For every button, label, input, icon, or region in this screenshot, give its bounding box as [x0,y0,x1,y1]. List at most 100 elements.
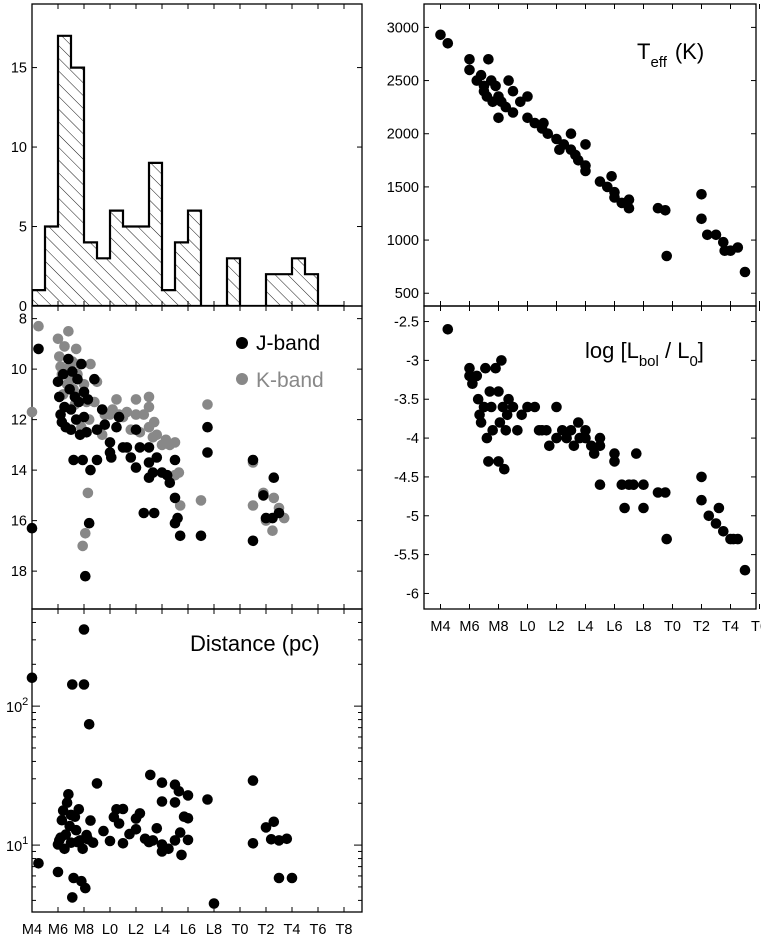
histogram-layer [32,34,344,306]
lbol-xtick-label: M6 [459,619,479,635]
distance-point [156,796,168,807]
teff-point [503,75,514,86]
legend-j-marker [236,337,248,349]
lbol-point [544,440,555,452]
distance-point [169,835,181,846]
teff-point [435,29,446,41]
j-band-point [54,391,65,403]
j-band-point [273,507,285,519]
lbol-point [512,425,523,436]
j-band-point [121,442,133,453]
lbol-point [557,425,568,436]
teff-panel [423,3,757,307]
distance-point [173,786,185,797]
lbol-title: log [Lbol / L0] [585,338,704,370]
dist-ytick-label: 101 [6,835,28,855]
dist-ytick-label: 102 [6,696,28,716]
distance-point [87,837,99,848]
lbol-title-sub: bol [639,353,659,370]
lbol-point [500,425,512,436]
lbol-ytick-label: -5.5 [394,548,419,564]
distance-point [80,882,91,894]
lbol-ytick-label: -3 [406,353,419,369]
teff-point [522,112,533,124]
lbol-xtick-label: L8 [635,619,651,635]
k-band-point [267,525,278,536]
lbol-point [501,409,513,421]
teff-point [507,85,519,97]
teff-point [696,189,707,200]
teff-point [490,80,501,92]
k-band-point [80,528,91,539]
lbol-xtick-label: L6 [606,619,622,635]
teff-ytick-label: 1000 [387,233,419,249]
lbol-point [497,401,509,413]
distance-point [145,769,156,781]
distance-point [273,872,285,884]
j-band-point [76,358,87,370]
lbol-layer [442,324,751,576]
lbol-point [594,432,606,444]
j-band-point [63,353,74,365]
j-band-point [174,530,186,542]
lbol-point [696,471,707,483]
distance-point [67,892,78,903]
j-band-point [147,467,159,478]
dist-xtick-label: T2 [258,922,275,938]
j-band-point [96,404,108,415]
j-band-point [164,477,176,489]
lbol-point [507,401,519,413]
lbol-point [638,502,649,514]
j-band-point [130,462,142,473]
j-band-point [78,411,90,423]
teff-point [464,54,475,65]
teff-point [623,202,635,214]
teff-point [623,194,635,205]
mag-ytick-label: 16 [11,514,27,530]
k-band-point [195,495,207,506]
k-band-point [33,320,44,332]
distance-point [247,838,259,849]
k-band-point [130,409,142,420]
dist-xtick-label: M4 [22,922,42,938]
k-band-point [26,406,38,418]
j-band-point [202,447,213,458]
teff-point [542,128,554,139]
lbol-point [493,456,504,467]
j-band-point [91,424,103,436]
lbol-point [551,432,562,444]
lbol-xtick-label: T2 [693,619,710,635]
lbol-point [529,401,541,413]
distance-point [63,789,74,800]
lbol-point [561,432,572,444]
lbol-point [619,502,630,514]
lbol-point [580,425,591,436]
distance-point [73,804,85,815]
distance-point [33,858,44,869]
lbol-ytick-label: -5 [406,509,419,525]
lbol-point [594,440,606,452]
mag-ytick-label: 14 [11,463,27,479]
lbol-xtick-label: L4 [577,619,593,635]
teff-point [483,54,494,65]
lbol-title-end: ] [698,338,704,363]
hist-ytick-label: 5 [19,220,27,236]
lbol-point [732,533,744,545]
k-band-point [82,487,94,499]
lbol-point [478,401,490,413]
teff-point [551,133,562,145]
distance-point [113,818,125,829]
teff-point [660,205,671,216]
distance-point [26,672,38,684]
j-band-point [73,396,85,408]
distance-point [286,872,298,884]
distance-title: Distance (pc) [190,631,320,656]
j-band-point [67,366,78,377]
distance-layer [26,624,298,909]
k-band-point [148,416,160,428]
lbol-point [442,324,454,335]
lbol-point [580,432,591,444]
lbol-point [551,401,562,413]
distance-point [67,679,78,690]
teff-point [732,242,744,253]
